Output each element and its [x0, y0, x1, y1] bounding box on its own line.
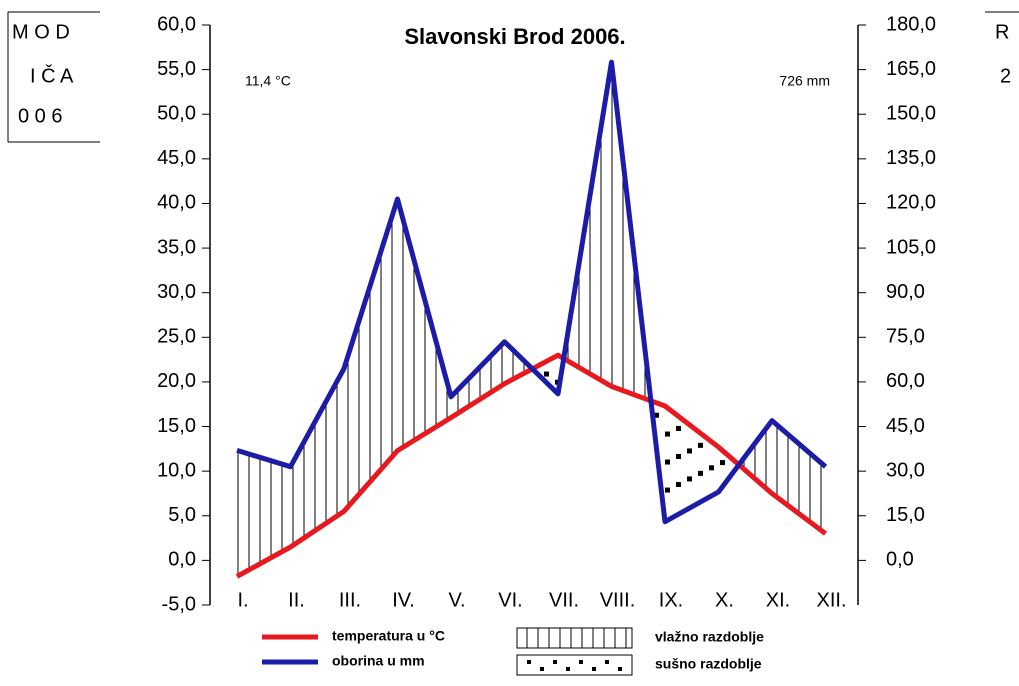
y2-tick-label: 30,0	[886, 459, 925, 481]
dry-dot	[676, 425, 681, 431]
legend-label: temperatura u °C	[332, 628, 445, 644]
y-tick-label: 15,0	[157, 415, 196, 437]
y-tick-label: 20,0	[157, 370, 196, 392]
dry-dot	[687, 448, 692, 454]
dry-dot	[698, 470, 703, 476]
y2-tick-label: 150,0	[886, 103, 936, 125]
x-tick-label: X.	[715, 589, 734, 611]
x-tick-label: V.	[448, 589, 465, 611]
dry-dot	[676, 453, 681, 459]
y2-tick-label: 15,0	[886, 504, 925, 526]
legend-dot	[527, 660, 531, 664]
x-tick-label: IX.	[659, 589, 683, 611]
dry-dot	[665, 459, 670, 465]
y2-tick-label: 105,0	[886, 236, 936, 258]
legend-label: oborina u mm	[332, 653, 425, 669]
annotation: 11,4 °C	[245, 73, 291, 89]
legend-box	[516, 627, 633, 649]
dry-dot	[665, 431, 670, 437]
legend-dot	[566, 667, 570, 671]
legend-dot	[579, 660, 583, 664]
dry-dot	[544, 371, 549, 377]
dry-dot	[654, 412, 659, 418]
dry-dot	[687, 476, 692, 482]
annotation: 726 mm	[779, 73, 830, 89]
y-tick-label: -5,0	[162, 593, 196, 615]
y2-tick-label: 45,0	[886, 415, 925, 437]
cell-text: 0 0 6	[18, 105, 62, 127]
y2-tick-label: 165,0	[886, 58, 936, 80]
y-tick-label: 60,0	[157, 13, 196, 35]
x-tick-label: II.	[288, 589, 305, 611]
x-tick-label: VIII.	[600, 589, 636, 611]
x-tick-label: I.	[237, 589, 248, 611]
legend-box	[516, 654, 633, 676]
y-tick-label: 0,0	[168, 549, 196, 571]
legend-label: vlažno razdoblje	[655, 629, 764, 645]
y2-tick-label: 75,0	[886, 326, 925, 348]
x-tick-label: VI.	[498, 589, 522, 611]
legend-dot	[618, 667, 622, 671]
cell-text: M O D	[12, 21, 70, 43]
legend-label: sušno razdoblje	[655, 656, 762, 672]
y2-tick-label: 135,0	[886, 147, 936, 169]
legend-dot	[592, 667, 596, 671]
chart-title: Slavonski Brod 2006.	[404, 24, 625, 49]
y-tick-label: 55,0	[157, 58, 196, 80]
dry-dot	[676, 481, 681, 487]
x-tick-label: VII.	[549, 589, 579, 611]
y2-tick-label: 180,0	[886, 13, 936, 35]
y2-tick-label: 90,0	[886, 281, 925, 303]
dry-dot	[709, 465, 714, 471]
dry-dot	[698, 442, 703, 448]
cell-text: I Č A	[30, 64, 74, 87]
legend-dot	[605, 660, 609, 664]
y-tick-label: 50,0	[157, 103, 196, 125]
cell-text: 2	[1000, 65, 1011, 87]
legend-dot	[540, 667, 544, 671]
y2-tick-label: 120,0	[886, 192, 936, 214]
legend-dot	[553, 660, 557, 664]
y-tick-label: 10,0	[157, 459, 196, 481]
x-tick-label: XI.	[766, 589, 790, 611]
y2-tick-label: 60,0	[886, 370, 925, 392]
series-line	[236, 59, 828, 525]
dry-dot	[665, 487, 670, 493]
hatching	[237, 66, 822, 576]
x-tick-label: III.	[339, 589, 361, 611]
y-tick-label: 5,0	[168, 504, 196, 526]
y-tick-label: 45,0	[157, 147, 196, 169]
y-tick-label: 30,0	[157, 281, 196, 303]
legend: temperatura u °C oborina u mm vlažno razdo…	[262, 627, 764, 676]
y-tick-label: 40,0	[157, 192, 196, 214]
dry-dot	[720, 460, 725, 466]
x-tick-label: XII.	[816, 589, 846, 611]
y-tick-label: 25,0	[157, 326, 196, 348]
cell-text: R	[995, 21, 1009, 43]
y-tick-label: 35,0	[157, 236, 196, 258]
x-tick-label: IV.	[392, 589, 415, 611]
y2-tick-label: 0,0	[886, 549, 914, 571]
